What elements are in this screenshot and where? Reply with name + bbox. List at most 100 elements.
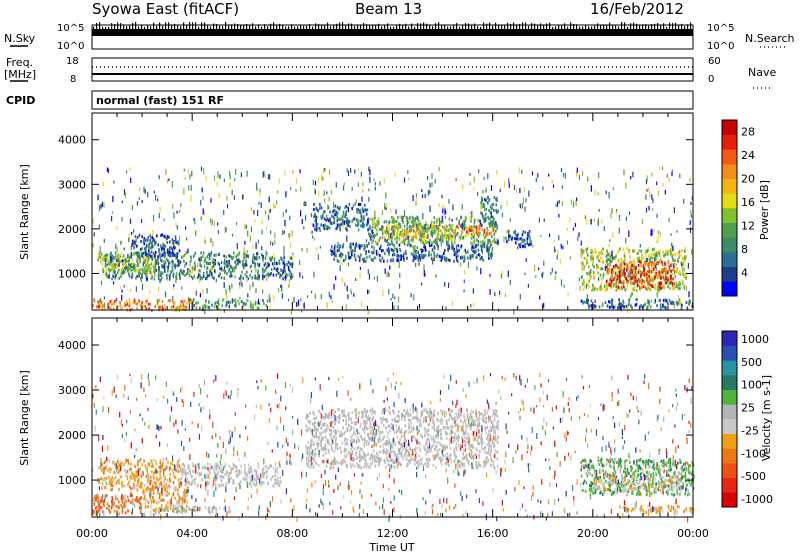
heat-cell xyxy=(105,269,108,272)
heat-cell xyxy=(99,205,101,212)
heat-cell xyxy=(346,235,348,242)
heat-cell xyxy=(660,270,663,273)
heat-cell xyxy=(239,281,241,286)
heat-cell xyxy=(380,249,383,253)
heat-cell xyxy=(173,487,175,490)
heat-cell xyxy=(168,261,171,265)
heat-cell xyxy=(143,269,146,273)
heat-cell xyxy=(608,283,610,287)
heat-cell xyxy=(189,481,191,485)
heat-cell xyxy=(135,251,138,255)
heat-cell xyxy=(666,252,669,256)
heat-cell xyxy=(274,260,276,266)
heat-cell xyxy=(458,219,461,223)
heat-cell xyxy=(98,224,100,230)
heat-cell xyxy=(620,302,623,306)
heat-cell xyxy=(611,280,613,284)
noise-spike xyxy=(438,22,440,29)
heat-cell xyxy=(277,190,279,194)
heat-cell xyxy=(130,511,133,515)
heat-cell xyxy=(152,230,154,236)
heat-cell xyxy=(293,296,295,303)
heat-cell xyxy=(149,290,151,295)
heat-cell xyxy=(561,201,563,207)
heat-cell xyxy=(211,484,214,488)
heat-cell xyxy=(429,244,431,248)
heat-cell xyxy=(605,190,607,195)
heat-cell xyxy=(391,229,394,233)
heat-cell xyxy=(121,482,123,486)
heat-cell xyxy=(629,269,631,273)
heat-cell xyxy=(217,306,220,310)
heat-cell xyxy=(371,245,373,249)
heat-cell xyxy=(251,276,253,280)
heat-cell xyxy=(171,462,174,466)
heat-cell xyxy=(405,237,407,241)
heat-cell xyxy=(493,196,496,199)
heat-cell xyxy=(398,233,401,237)
heat-cell xyxy=(586,219,588,225)
heat-cell xyxy=(436,243,438,246)
heat-cell xyxy=(111,277,113,281)
heat-cell xyxy=(439,222,442,226)
heat-cell xyxy=(101,486,103,490)
heat-cell xyxy=(111,299,113,303)
heat-cell xyxy=(148,256,150,260)
heat-cell xyxy=(102,478,105,482)
heat-cell xyxy=(663,254,665,258)
heat-cell xyxy=(403,177,406,183)
heat-cell xyxy=(388,226,391,230)
heat-cell xyxy=(388,232,390,236)
noise-spike xyxy=(159,22,161,29)
heat-cell xyxy=(152,251,155,255)
heat-cell xyxy=(494,222,496,226)
heat-cell xyxy=(122,254,125,258)
heat-cell xyxy=(445,306,447,310)
heat-cell xyxy=(269,273,271,277)
heat-cell xyxy=(211,219,213,226)
heat-cell xyxy=(163,479,166,483)
heat-cell xyxy=(112,307,115,311)
heat-cell xyxy=(593,287,596,291)
heat-cell xyxy=(262,254,264,258)
heat-cell xyxy=(229,254,231,258)
heat-cell xyxy=(666,276,668,280)
heat-cell xyxy=(256,257,258,261)
heat-cell xyxy=(472,303,475,307)
heat-cell xyxy=(665,277,667,281)
heat-cell xyxy=(331,245,333,249)
heat-cell xyxy=(231,257,233,261)
heat-cell xyxy=(667,302,669,306)
heat-cell xyxy=(671,301,674,305)
heat-cell xyxy=(530,240,532,244)
heat-cell xyxy=(122,259,125,263)
heat-cell xyxy=(237,299,239,303)
heat-cell xyxy=(210,265,213,272)
heat-cell xyxy=(282,269,284,273)
heat-cell xyxy=(611,208,613,214)
heat-cell xyxy=(587,299,589,303)
heat-cell xyxy=(405,231,408,235)
heat-cell xyxy=(671,283,674,287)
heat-cell xyxy=(648,267,651,271)
heat-cell xyxy=(200,256,202,260)
heat-cell xyxy=(668,282,670,285)
heat-cell xyxy=(194,252,197,256)
heat-cell xyxy=(585,283,588,289)
heat-cell xyxy=(153,499,156,503)
heat-cell xyxy=(239,260,242,264)
noise-spike xyxy=(369,25,371,29)
heat-cell xyxy=(139,268,141,272)
heat-cell xyxy=(425,228,428,232)
heat-cell xyxy=(250,269,253,273)
heat-cell xyxy=(669,248,672,252)
heat-cell xyxy=(161,493,163,497)
heat-cell xyxy=(483,203,485,206)
heat-cell xyxy=(165,504,168,508)
heat-cell xyxy=(637,258,640,262)
heat-cell xyxy=(358,243,361,247)
heat-cell xyxy=(247,254,250,259)
heat-cell xyxy=(132,243,134,247)
heat-cell xyxy=(217,253,220,256)
heat-cell xyxy=(107,302,109,306)
